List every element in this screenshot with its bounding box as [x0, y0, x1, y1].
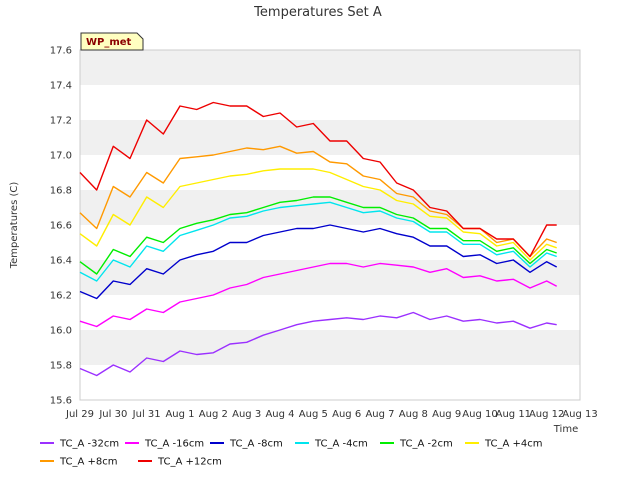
y-tick-label: 16.8	[50, 186, 72, 197]
y-axis-label: Temperatures (C)	[9, 182, 20, 270]
series-line	[79, 262, 558, 328]
legend-item: TC_A +12cm	[138, 457, 222, 468]
x-tick-label: Aug 5	[299, 409, 328, 420]
legend-label: TC_A -4cm	[314, 439, 368, 450]
legend-label: TC_A +12cm	[157, 457, 222, 468]
legend-label: TC_A -2cm	[399, 439, 453, 450]
series-line	[79, 168, 557, 261]
legend-label: TC_A +8cm	[59, 457, 118, 468]
x-tick-label: Aug 1	[165, 409, 194, 420]
legend-item: TC_A -32cm	[40, 439, 119, 450]
x-ticks: Jul 29 Jul 30 Jul 31 Aug 1 Aug 2 Aug 3 Aug 4 Au…	[65, 409, 598, 420]
y-tick-label: 16.6	[50, 221, 72, 232]
y-tick-label: 16.0	[50, 326, 72, 337]
y-tick-label: 15.6	[50, 396, 72, 407]
legend-item: TC_A -8cm	[210, 439, 283, 450]
x-tick-label: Aug 13	[562, 409, 597, 420]
series-line	[79, 311, 557, 377]
site-tag: WP_met	[80, 32, 144, 51]
plot-band	[80, 260, 580, 295]
legend-item: TC_A -16cm	[125, 439, 204, 450]
x-tick-label: Aug 11	[496, 409, 531, 420]
x-tick-label: Aug 4	[265, 409, 294, 420]
plot-band	[80, 365, 580, 400]
site-tag-box	[80, 32, 144, 51]
plot-band	[80, 50, 580, 85]
x-tick-label: Aug 2	[199, 409, 228, 420]
series-line	[79, 224, 558, 300]
legend-item: TC_A -2cm	[380, 439, 453, 450]
y-tick-label: 17.0	[50, 151, 72, 162]
legend: TC_A -32cm TC_A -16cm TC_A -8cm TC_A -4cm TC…	[40, 439, 543, 468]
legend-label: TC_A -32cm	[59, 439, 119, 450]
series-line	[79, 196, 557, 275]
plot-band	[80, 120, 580, 155]
legend-item: TC_A +4cm	[465, 439, 543, 450]
x-tick-label: Aug 3	[232, 409, 261, 420]
legend-label: TC_A -16cm	[144, 439, 204, 450]
series-lines	[79, 101, 558, 377]
y-tick-label: 17.4	[50, 81, 72, 92]
plot-band	[80, 330, 580, 365]
y-tick-label: 17.6	[50, 46, 72, 57]
x-tick-label: Jul 30	[98, 409, 127, 420]
x-tick-label: Aug 10	[462, 409, 497, 420]
series-line	[79, 101, 557, 258]
x-axis-label: Time	[553, 424, 578, 435]
legend-label: TC_A -8cm	[229, 439, 283, 450]
x-tick-label: Jul 29	[65, 409, 94, 420]
x-tick-label: Aug 9	[432, 409, 461, 420]
series-line	[79, 201, 557, 282]
legend-item: TC_A -4cm	[295, 439, 368, 450]
y-tick-label: 16.4	[50, 256, 72, 267]
x-tick-label: Aug 12	[529, 409, 564, 420]
x-tick-label: Aug 6	[332, 409, 361, 420]
x-tick-label: Jul 31	[132, 409, 161, 420]
x-tick-label: Aug 8	[399, 409, 428, 420]
plot-band	[80, 295, 580, 330]
legend-label: TC_A +4cm	[484, 439, 543, 450]
y-tick-label: 17.2	[50, 116, 72, 127]
y-tick-label: 15.8	[50, 361, 72, 372]
x-tick-label: Aug 7	[365, 409, 394, 420]
plot-band	[80, 190, 580, 225]
y-ticks: 15.6 15.8 16.0 16.2 16.4 16.6 16.8 17.0 17.2 17.4…	[50, 46, 72, 407]
chart-title: Temperatures Set A	[253, 5, 382, 20]
legend-item: TC_A +8cm	[40, 457, 118, 468]
plot-frame	[79, 49, 581, 401]
y-tick-label: 16.2	[50, 291, 72, 302]
site-tag-label: WP_met	[86, 37, 132, 48]
plot-band	[80, 225, 580, 260]
plot-band	[80, 85, 580, 120]
